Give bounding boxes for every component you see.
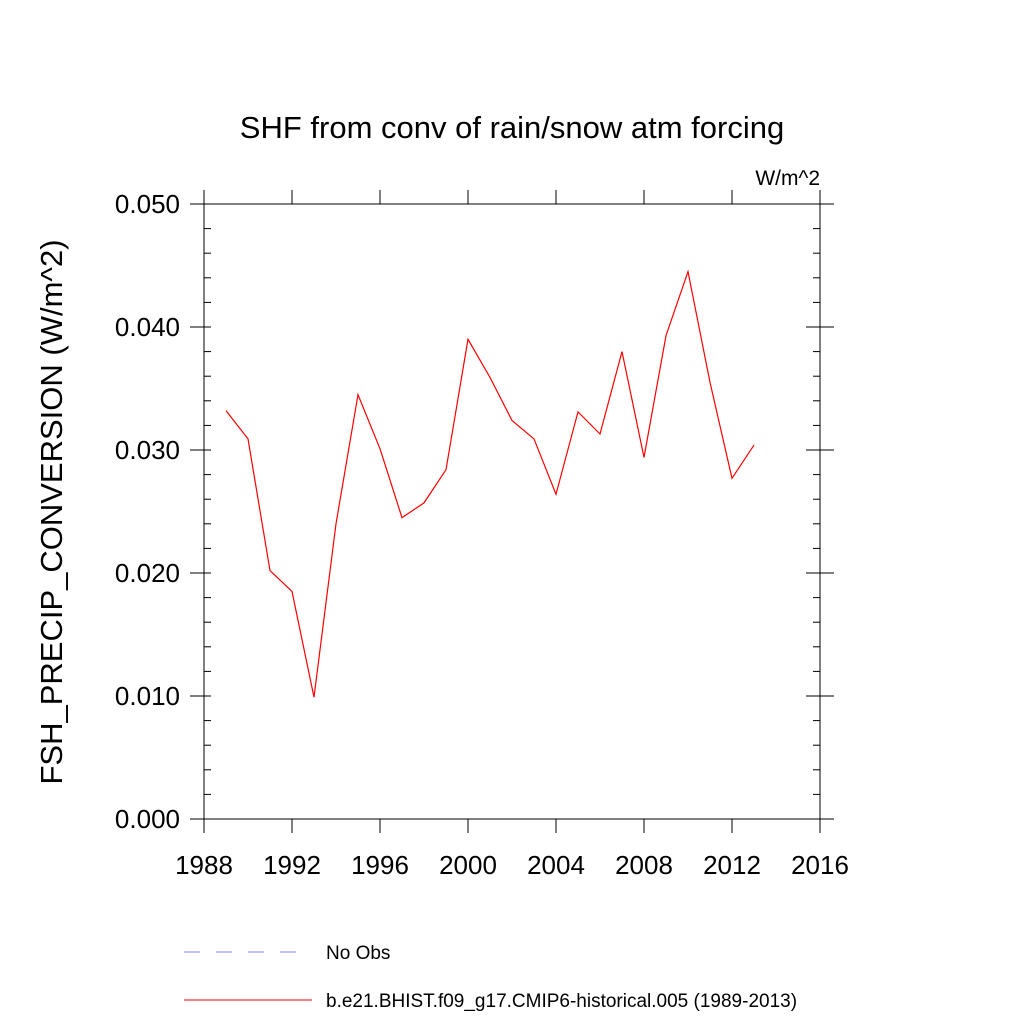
x-tick-labels: 1988 1992 1996 2000 2004 2008 2012 2016 (175, 850, 849, 880)
y-tick-label: 0.000 (115, 804, 180, 834)
x-tick-label: 1996 (351, 850, 409, 880)
units-label: W/m^2 (755, 167, 820, 190)
x-tick-label: 1988 (175, 850, 233, 880)
x-tick-label: 2008 (615, 850, 673, 880)
y-axis-label: FSH_PRECIP_CONVERSION (W/m^2) (34, 239, 69, 784)
x-tick-label: 1992 (263, 850, 321, 880)
legend-label: No Obs (326, 943, 390, 964)
y-tick-label: 0.030 (115, 435, 180, 465)
y-tick-label: 0.040 (115, 312, 180, 342)
chart-title: SHF from conv of rain/snow atm forcing (240, 110, 784, 145)
y-tick-label: 0.020 (115, 558, 180, 588)
x-tick-label: 2016 (791, 850, 849, 880)
legend: No Obs b.e21.BHIST.f09_g17.CMIP6-historic… (184, 943, 797, 1012)
y-tick-label: 0.010 (115, 681, 180, 711)
plot-frame (203, 203, 821, 820)
y-tick-labels: 0.000 0.010 0.020 0.030 0.040 0.050 (115, 189, 180, 834)
x-tick-label: 2000 (439, 850, 497, 880)
legend-label: b.e21.BHIST.f09_g17.CMIP6-historical.005… (326, 991, 797, 1012)
axis-ticks (190, 190, 834, 833)
series-group (225, 269, 755, 698)
series-line (225, 269, 755, 698)
x-tick-label: 2004 (527, 850, 585, 880)
x-tick-label: 2012 (703, 850, 761, 880)
y-tick-label: 0.050 (115, 189, 180, 219)
